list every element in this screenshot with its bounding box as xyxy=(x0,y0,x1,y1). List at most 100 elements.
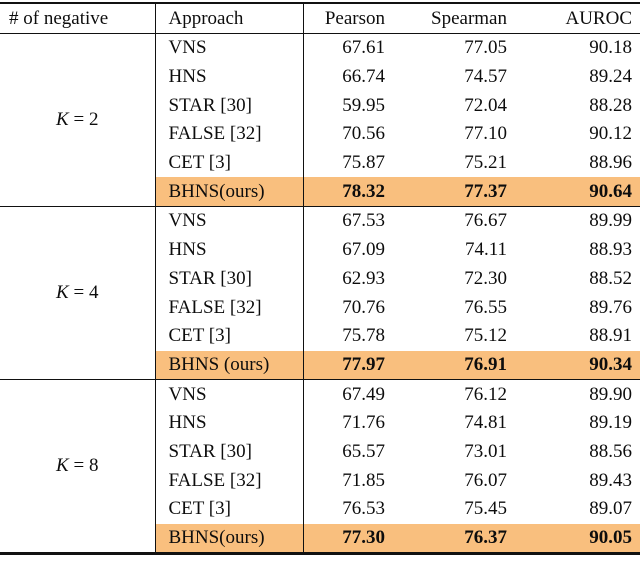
pearson-cell: 67.61 xyxy=(342,37,385,59)
auroc-cell: 89.43 xyxy=(589,469,632,491)
approach-cell: BHNS (ours) xyxy=(155,350,304,381)
header-pearson: Pearson xyxy=(303,3,405,34)
approach-cell: HNS xyxy=(155,62,304,92)
pearson-cell: 77.30 xyxy=(342,527,385,549)
pearson-cell: 75.87 xyxy=(342,152,385,174)
approach-cell: STAR [30] xyxy=(155,264,304,294)
approach-cell: VNS xyxy=(155,33,304,63)
table-row: CET [3] 75.87 75.21 88.96 xyxy=(0,148,640,178)
k-variable: K xyxy=(56,109,69,131)
spearman-cell: 76.55 xyxy=(464,296,507,318)
table-row: HNS 71.76 74.81 89.19 xyxy=(0,408,640,438)
spearman-cell: 73.01 xyxy=(464,440,507,462)
auroc-cell: 90.18 xyxy=(589,37,632,59)
spearman-cell: 77.05 xyxy=(464,37,507,59)
spearman-cell: 77.37 xyxy=(405,177,515,208)
auroc-cell: 90.64 xyxy=(515,177,640,208)
header-negatives: # of negative xyxy=(0,3,156,34)
table-row: HNS 66.74 74.57 89.24 xyxy=(0,62,640,92)
auroc-cell: 90.34 xyxy=(515,350,640,381)
approach-cell: CET [3] xyxy=(155,321,304,351)
pearson-cell: 70.56 xyxy=(342,123,385,145)
spearman-cell: 77.10 xyxy=(464,123,507,145)
table-row: STAR [30] 62.93 72.30 88.52 xyxy=(0,264,640,294)
auroc-cell: 89.90 xyxy=(589,383,632,405)
spearman-cell: 76.12 xyxy=(464,383,507,405)
pearson-cell: 70.76 xyxy=(342,296,385,318)
auroc-cell: 89.76 xyxy=(589,296,632,318)
auroc-cell: 88.28 xyxy=(589,94,632,116)
auroc-cell: 88.96 xyxy=(589,152,632,174)
pearson-cell: 75.78 xyxy=(342,325,385,347)
pearson-cell: 71.76 xyxy=(342,412,385,434)
header-row: # of negative Approach Pearson Spearman … xyxy=(0,3,640,34)
spearman-cell: 72.04 xyxy=(464,94,507,116)
pearson-cell: 66.74 xyxy=(342,66,385,88)
table-row: K = 8 VNS 67.49 76.12 89.90 xyxy=(0,379,640,555)
pearson-cell: 65.57 xyxy=(342,440,385,462)
pearson-cell: 62.93 xyxy=(342,267,385,289)
auroc-cell: 88.52 xyxy=(589,267,632,289)
table-row: HNS 67.09 74.11 88.93 xyxy=(0,235,640,265)
k-value: = 8 xyxy=(73,455,99,477)
auroc-cell: 88.93 xyxy=(589,239,632,261)
auroc-cell: 90.05 xyxy=(589,527,632,549)
approach-cell: HNS xyxy=(155,235,304,265)
approach-cell: STAR [30] xyxy=(155,91,304,121)
table-row: FALSE [32] 71.85 76.07 89.43 xyxy=(0,466,640,495)
pearson-cell: 67.49 xyxy=(342,383,385,405)
k-value: = 2 xyxy=(73,109,99,131)
spearman-cell: 74.57 xyxy=(464,66,507,88)
auroc-cell: 88.56 xyxy=(589,440,632,462)
k-group-label: K = 8 xyxy=(0,379,156,555)
table-row: STAR [30] 65.57 73.01 88.56 xyxy=(0,437,640,467)
table-row: FALSE [32] 70.76 76.55 89.76 xyxy=(0,293,640,322)
k-group-label: K = 4 xyxy=(0,206,156,381)
table-row: CET [3] 75.78 75.12 88.91 xyxy=(0,321,640,351)
approach-cell: VNS xyxy=(155,206,304,236)
auroc-cell: 89.07 xyxy=(589,498,632,520)
approach-cell: BHNS(ours) xyxy=(155,177,304,208)
spearman-cell: 76.91 xyxy=(405,350,515,381)
pearson-cell: 59.95 xyxy=(342,94,385,116)
spearman-cell: 76.67 xyxy=(464,210,507,232)
approach-cell: FALSE [32] xyxy=(155,120,304,149)
spearman-cell: 75.45 xyxy=(464,498,507,520)
pearson-cell: 71.85 xyxy=(342,469,385,491)
approach-cell: BHNS(ours) xyxy=(155,523,304,554)
pearson-cell: 76.53 xyxy=(342,498,385,520)
pearson-cell: 67.09 xyxy=(342,239,385,261)
auroc-cell: 90.12 xyxy=(589,123,632,145)
k-value: = 4 xyxy=(73,282,99,304)
approach-cell: FALSE [32] xyxy=(155,466,304,495)
table-row: FALSE [32] 70.56 77.10 90.12 xyxy=(0,120,640,149)
spearman-cell: 76.07 xyxy=(464,469,507,491)
table-row-highlighted: BHNS(ours) 77.30 76.37 90.05 xyxy=(0,523,640,554)
approach-cell: STAR [30] xyxy=(155,437,304,467)
table-row: CET [3] 76.53 75.45 89.07 xyxy=(0,495,640,524)
approach-cell: FALSE [32] xyxy=(155,293,304,322)
auroc-cell: 89.24 xyxy=(589,66,632,88)
spearman-cell: 75.21 xyxy=(464,152,507,174)
table-row: K = 2 VNS 67.61 77.05 90.18 xyxy=(0,33,640,208)
approach-cell: CET [3] xyxy=(155,495,304,524)
spearman-cell: 74.11 xyxy=(464,239,507,261)
k-variable: K xyxy=(56,455,69,477)
header-spearman: Spearman xyxy=(405,3,515,34)
approach-cell: CET [3] xyxy=(155,148,304,178)
table-row: K = 4 VNS 67.53 76.67 89.99 xyxy=(0,206,640,381)
header-auroc: AUROC xyxy=(515,3,640,34)
approach-cell: VNS xyxy=(155,379,304,409)
spearman-cell: 72.30 xyxy=(464,267,507,289)
auroc-cell: 89.19 xyxy=(589,412,632,434)
pearson-cell: 78.32 xyxy=(303,177,405,208)
k-group-label: K = 2 xyxy=(0,33,156,208)
header-approach: Approach xyxy=(155,3,304,34)
spearman-cell: 74.81 xyxy=(464,412,507,434)
pearson-cell: 67.53 xyxy=(342,210,385,232)
pearson-cell: 77.97 xyxy=(303,350,405,381)
table-row: STAR [30] 59.95 72.04 88.28 xyxy=(0,91,640,121)
spearman-cell: 75.12 xyxy=(464,325,507,347)
k-variable: K xyxy=(56,282,69,304)
